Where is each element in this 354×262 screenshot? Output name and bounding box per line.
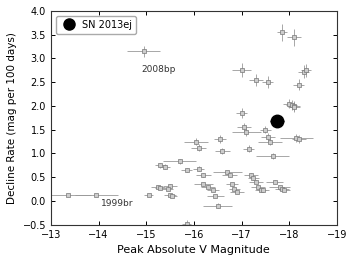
- Text: 2008bp: 2008bp: [142, 65, 176, 74]
- Legend: SN 2013ej: SN 2013ej: [56, 16, 136, 34]
- Y-axis label: Decline Rate (mag per 100 days): Decline Rate (mag per 100 days): [7, 32, 17, 204]
- X-axis label: Peak Absolute V Magnitude: Peak Absolute V Magnitude: [118, 245, 270, 255]
- Text: 1999br: 1999br: [101, 199, 133, 208]
